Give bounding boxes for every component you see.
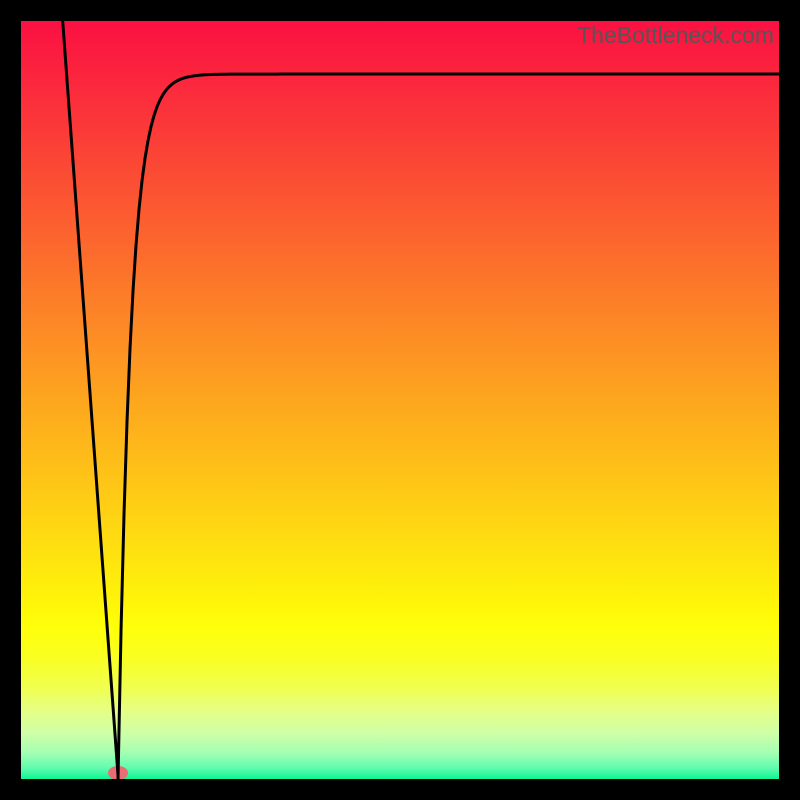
bottleneck-chart: TheBottleneck.com xyxy=(0,0,800,800)
plot-background xyxy=(21,21,779,779)
watermark-text: TheBottleneck.com xyxy=(577,22,774,49)
chart-svg xyxy=(0,0,800,800)
